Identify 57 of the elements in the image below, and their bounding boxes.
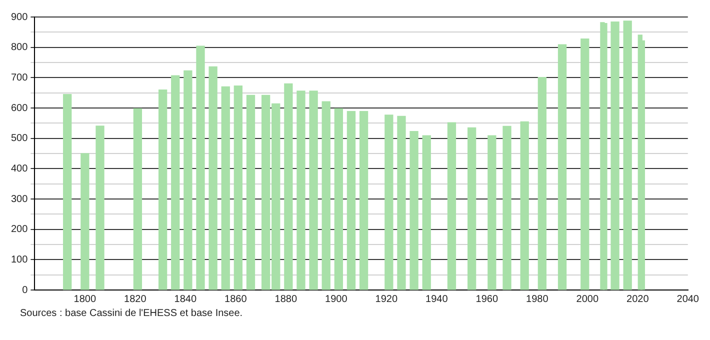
x-tick-label: 1800: [74, 294, 96, 305]
bar: [520, 121, 529, 290]
source-note: Sources : base Cassini de l'EHESS et base Insee.: [20, 308, 244, 319]
bar: [234, 86, 243, 290]
x-tick-label: 2040: [676, 294, 700, 305]
bar: [623, 20, 632, 290]
bar: [171, 75, 180, 290]
bar: [397, 116, 406, 290]
bar: [296, 90, 306, 290]
x-tick-label: 1920: [375, 294, 398, 305]
y-tick-label: 300: [10, 194, 28, 205]
x-tick-label: 1840: [174, 294, 197, 305]
bar: [422, 135, 431, 290]
bar: [610, 22, 620, 290]
x-tick-label: 1860: [224, 294, 248, 305]
y-tick-label: 500: [10, 133, 28, 144]
x-tick-label: 1960: [476, 294, 498, 305]
bar: [322, 101, 330, 290]
x-tick-label: 2020: [626, 294, 650, 305]
bar: [384, 114, 394, 290]
y-tick-label: 0: [22, 284, 28, 296]
x-tick-label: 1820: [124, 294, 147, 305]
bar: [158, 89, 168, 290]
x-tick-label: 1880: [274, 294, 298, 305]
bar: [558, 44, 567, 290]
bar: [346, 111, 356, 290]
bar: [467, 127, 476, 290]
bar: [196, 46, 205, 290]
bar: [246, 94, 256, 290]
bar: [538, 77, 546, 290]
y-tick-label: 800: [10, 42, 28, 54]
bar: [580, 38, 590, 290]
y-tick-label: 900: [10, 12, 28, 23]
y-tick-label: 200: [10, 224, 28, 236]
x-tick-label: 1940: [426, 294, 448, 305]
bar: [80, 153, 90, 290]
y-tick-label: 600: [10, 102, 28, 114]
x-tick-label: 1900: [325, 294, 348, 305]
bar: [488, 135, 496, 290]
bar: [284, 83, 293, 290]
bar: [410, 131, 418, 290]
y-tick-label: 700: [10, 72, 28, 84]
bar: [96, 126, 104, 290]
bar: [359, 111, 368, 290]
y-tick-label: 400: [10, 163, 28, 174]
bar: [133, 108, 142, 290]
bar: [309, 90, 318, 290]
bar: [208, 66, 218, 290]
bar: [334, 108, 343, 290]
x-tick-label: 2000: [576, 294, 599, 305]
bar: [502, 126, 512, 290]
bar: [447, 122, 456, 290]
y-tick-label: 100: [10, 254, 28, 266]
bar: [184, 70, 192, 290]
bar: [221, 86, 230, 290]
x-tick-label: 1980: [526, 294, 549, 305]
bar: [63, 94, 72, 290]
